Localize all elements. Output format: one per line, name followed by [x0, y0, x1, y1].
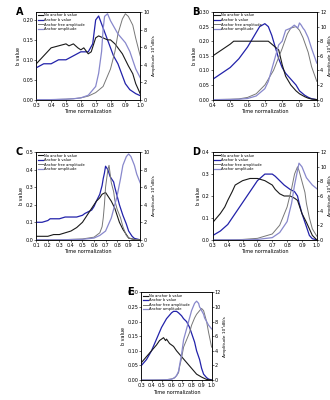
Y-axis label: b value: b value — [121, 327, 126, 345]
Y-axis label: b value: b value — [19, 187, 24, 205]
Y-axis label: b value: b value — [196, 187, 201, 205]
Legend: No anchor b value, Anchor b value, Anchor free amplitude, Anchor amplitude: No anchor b value, Anchor b value, Ancho… — [37, 153, 85, 172]
Y-axis label: Amplitude 10⁶dB/s: Amplitude 10⁶dB/s — [328, 176, 330, 216]
Legend: No anchor b value, Anchor b value, Anchor free amplitude, Anchor amplitude: No anchor b value, Anchor b value, Ancho… — [214, 153, 262, 172]
Text: A: A — [16, 7, 23, 17]
Y-axis label: Amplitude 10⁶dB/s: Amplitude 10⁶dB/s — [222, 316, 227, 356]
X-axis label: Time normalization: Time normalization — [241, 249, 289, 254]
Y-axis label: b value: b value — [16, 47, 21, 65]
X-axis label: Time normalization: Time normalization — [241, 109, 289, 114]
Legend: No anchor b value, Anchor b value, Anchor free amplitude, Anchor amplitude: No anchor b value, Anchor b value, Ancho… — [214, 13, 262, 32]
X-axis label: Time normalization: Time normalization — [64, 109, 112, 114]
Y-axis label: Amplitude 10⁶dB/s: Amplitude 10⁶dB/s — [151, 36, 156, 76]
Y-axis label: b value: b value — [192, 47, 197, 65]
Text: B: B — [192, 7, 200, 17]
Text: D: D — [192, 147, 200, 157]
Y-axis label: Amplitude 10⁶dB/s: Amplitude 10⁶dB/s — [151, 176, 156, 216]
Text: E: E — [127, 287, 134, 297]
Text: C: C — [16, 147, 23, 157]
X-axis label: Time normalization: Time normalization — [153, 390, 200, 394]
Legend: No anchor b value, Anchor b value, Anchor free amplitude, Anchor amplitude: No anchor b value, Anchor b value, Ancho… — [37, 13, 85, 32]
Legend: No anchor b value, Anchor b value, Anchor free amplitude, Anchor amplitude: No anchor b value, Anchor b value, Ancho… — [143, 294, 190, 312]
Y-axis label: Amplitude 10⁶dB/s: Amplitude 10⁶dB/s — [328, 36, 330, 76]
X-axis label: Time normalization: Time normalization — [64, 249, 112, 254]
